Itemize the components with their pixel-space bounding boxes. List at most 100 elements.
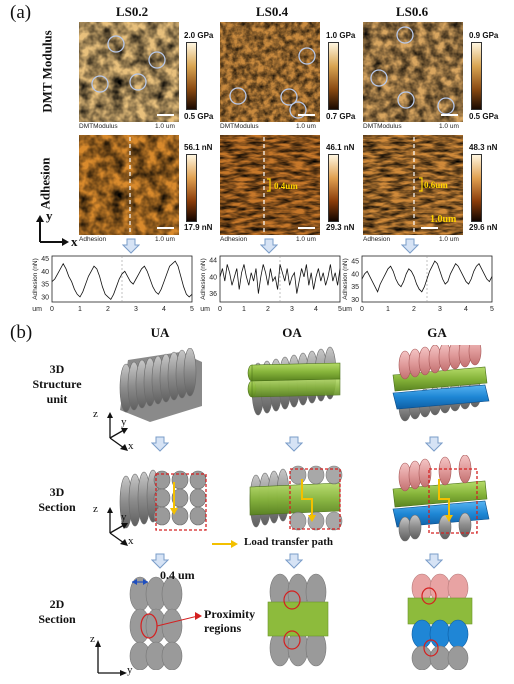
- adhesion-cb-min-ls04: 29.3 nN: [326, 223, 355, 232]
- adhesion-cb-max-ls02: 56.1 nN: [184, 143, 213, 152]
- profile-ytick-label: 40: [351, 271, 359, 278]
- profile-xtick-label: 2: [412, 306, 416, 313]
- axis-z-2: z: [93, 503, 98, 515]
- ua-3d-section: [119, 469, 207, 531]
- load-transfer-label: Load transfer path: [244, 536, 334, 548]
- ga-3d-structure-unit: [392, 345, 490, 422]
- row-label-3d-section: 3D Section: [38, 485, 76, 514]
- modulus-colorbar-ls04: [328, 42, 339, 110]
- modulus-colorbar-ls02: [186, 42, 197, 110]
- modulus-caption-ls02: DMTModulus: [79, 123, 118, 130]
- column-title-ls06: LS0.6: [395, 4, 429, 19]
- oa-3d-structure-unit: [247, 346, 341, 416]
- row-label-adhesion-text: Adhesion: [37, 157, 53, 210]
- profile-ylabel: Adhesion (nN): [342, 258, 349, 300]
- axis-y-2: y: [121, 511, 127, 523]
- ga-2d-section: [407, 573, 473, 670]
- profile-ytick-label: 30: [41, 294, 49, 301]
- profile-ytick-label: 45: [351, 259, 359, 266]
- column-title-ua: UA: [150, 325, 170, 340]
- adhesion-note-10um: 1.0um: [430, 214, 457, 225]
- profile-xtick-label: 5: [338, 306, 342, 313]
- adhesion-note-06um: 0.6um: [424, 180, 448, 190]
- proximity-regions-label: Proximity regions: [204, 607, 256, 635]
- axis-label-y: y: [46, 208, 53, 223]
- adhesion-scale-ls04: 1.0 um: [296, 236, 316, 243]
- adhesion-cb-max-ls04: 46.1 nN: [326, 143, 355, 152]
- modulus-cb-max-ls02: 2.0 GPa: [184, 31, 214, 40]
- column-title-ga: GA: [427, 325, 447, 340]
- profile-xtick-label: 1: [78, 306, 82, 313]
- adhesion-cb-min-ls06: 29.6 nN: [469, 223, 498, 232]
- column-title-oa: OA: [282, 325, 302, 340]
- profile-ytick-label: 36: [209, 291, 217, 298]
- profile-ylabel: Adhesion (nN): [32, 258, 39, 300]
- adhesion-map-ls02: [79, 135, 179, 235]
- profile-ytick-label: 35: [351, 284, 359, 291]
- axis-y-3: y: [127, 664, 133, 676]
- down-arrow-b6: [425, 553, 443, 569]
- modulus-map-ls04: [220, 22, 320, 122]
- profile-ylabel: Adhesion (nN): [200, 258, 207, 300]
- profile-xtick-label: 4: [314, 306, 318, 313]
- adhesion-note-04um: 0.4um: [274, 181, 298, 191]
- modulus-cb-max-ls06: 0.9 GPa: [469, 31, 499, 40]
- profile-ytick-label: 30: [351, 297, 359, 304]
- adhesion-caption-ls02: Adhesion: [79, 236, 107, 243]
- ua-3d-structure-unit: [119, 348, 202, 422]
- profile-xtick-label: 3: [290, 306, 294, 313]
- axis-x-2: x: [128, 535, 134, 547]
- modulus-caption-ls06: DMTModulus: [363, 123, 402, 130]
- profile-xtick-label: 1: [386, 306, 390, 313]
- adhesion-caption-ls06: Adhesion: [363, 236, 391, 243]
- adhesion-scale-ls02: 1.0 um: [155, 236, 175, 243]
- ua-2d-section: [129, 576, 198, 670]
- profile-xtick-label: 4: [464, 306, 468, 313]
- profile-x-unit: um: [32, 306, 42, 313]
- ga-3d-section: [392, 455, 490, 542]
- profile-series-line: [361, 260, 493, 293]
- adhesion-colorbar-ls04: [328, 154, 339, 222]
- panel-a-letter: (a): [10, 2, 32, 23]
- panel-b-letter: (b): [10, 322, 33, 343]
- adhesion-map-ls06: [363, 135, 463, 235]
- profile-xtick-label: 4: [162, 306, 166, 313]
- xyz-axis-indicator-1: [107, 412, 128, 451]
- profile-x-unit: um: [342, 306, 352, 313]
- oa-3d-section: [249, 465, 343, 531]
- oa-2d-section: [267, 573, 329, 667]
- proximity-arrow-head: [195, 612, 202, 620]
- profile-xtick-label: 3: [134, 306, 138, 313]
- modulus-map-ls02: [79, 22, 179, 122]
- adhesion-cb-max-ls06: 48.3 nN: [469, 143, 498, 152]
- down-arrow-a1: [122, 238, 140, 254]
- dimension-label: 0.4 um: [160, 568, 195, 582]
- adhesion-caption-ls04: Adhesion: [220, 236, 248, 243]
- axis-z-1: z: [93, 408, 98, 420]
- profile-xtick-label: 0: [218, 306, 222, 313]
- profile-ytick-label: 40: [41, 269, 49, 276]
- profile-xtick-label: 2: [106, 306, 110, 313]
- profile-xtick-label: 5: [490, 306, 494, 313]
- adhesion-cb-min-ls02: 17.9 nN: [184, 223, 213, 232]
- profile-xtick-label: 5: [190, 306, 194, 313]
- profile-xtick-label: 3: [438, 306, 442, 313]
- profile-xtick-label: 2: [266, 306, 270, 313]
- down-arrow-b2: [285, 436, 303, 452]
- adhesion-profile-plot-ls04: 44 40 36 0 1 2 3 4 5 um Adhesion (nN): [200, 255, 342, 313]
- modulus-cb-min-ls06: 0.5 GPa: [469, 112, 499, 121]
- profile-ytick-label: 44: [209, 258, 217, 265]
- axis-label-x: x: [71, 234, 78, 249]
- modulus-scale-ls04: 1.0 um: [296, 123, 316, 130]
- load-transfer-arrow: [212, 540, 238, 548]
- adhesion-map-ls04: [220, 135, 320, 235]
- profile-ytick-label: 40: [209, 274, 217, 281]
- adhesion-scale-ls06: 1.0 um: [439, 236, 459, 243]
- profile-xtick-label: 1: [242, 306, 246, 313]
- profile-series-line: [51, 260, 193, 301]
- down-arrow-a3: [401, 238, 419, 254]
- profile-ytick-label: 45: [41, 256, 49, 263]
- profile-xtick-label: 0: [50, 306, 54, 313]
